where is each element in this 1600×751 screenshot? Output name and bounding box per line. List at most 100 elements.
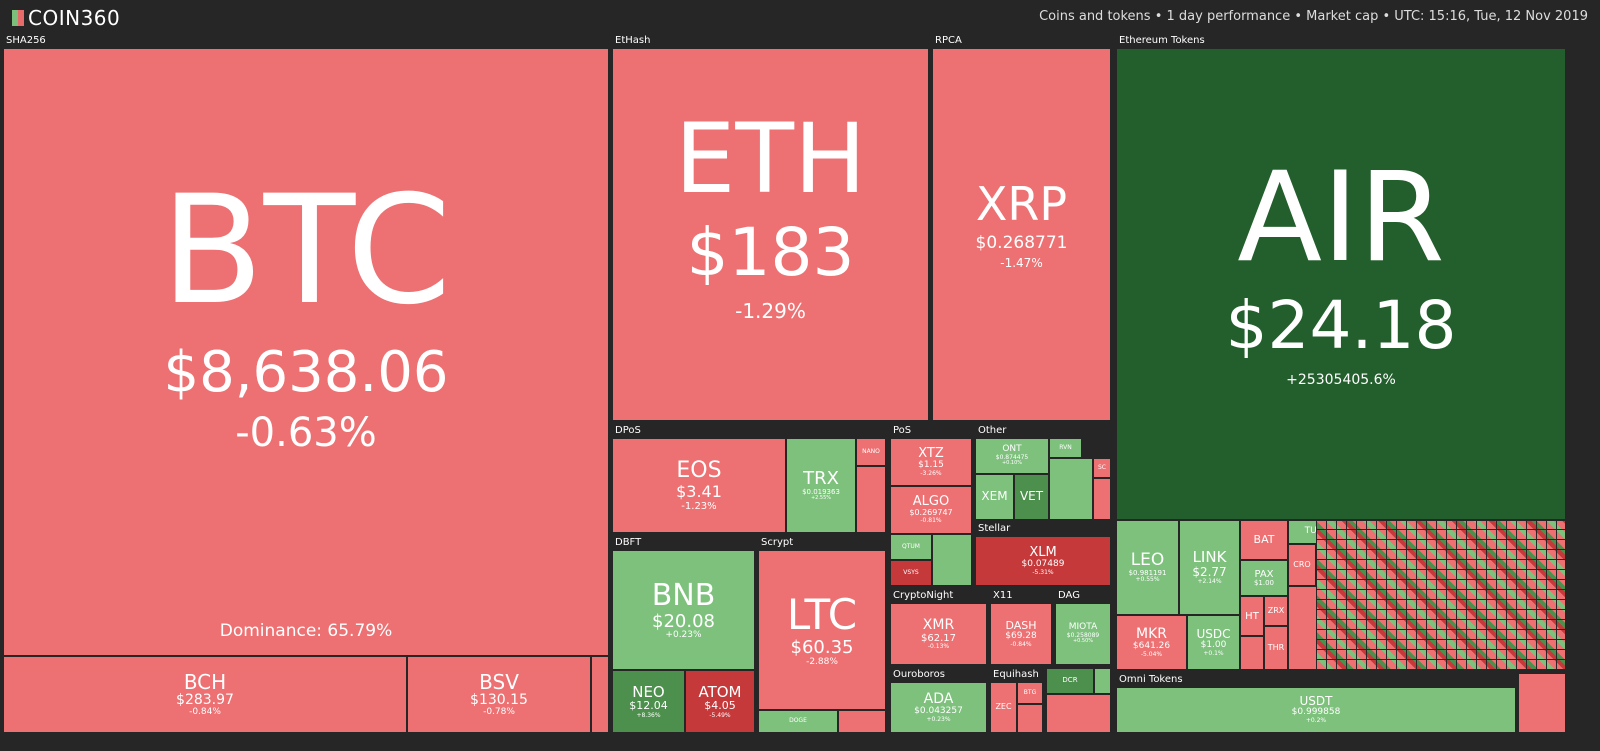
tile-change: +8.36% xyxy=(636,711,661,719)
tile-usdt[interactable]: USDT $0.999858 +0.2% xyxy=(1116,687,1516,733)
tile-xrp[interactable]: XRP $0.268771 -1.47% xyxy=(932,48,1111,421)
section-omni-tokens: Omni Tokens xyxy=(1119,674,1183,685)
tile-symbol: ATOM xyxy=(698,682,742,701)
tile-bch[interactable]: BCH $283.97 -0.84% xyxy=(3,656,407,733)
tile-symbol: XTZ xyxy=(918,445,944,461)
tile-thr[interactable]: THR xyxy=(1264,626,1288,670)
tile-price: $69.28 xyxy=(1005,630,1037,641)
tile-symbol: BTG xyxy=(1023,688,1037,696)
tile-bsv[interactable]: BSV $130.15 -0.78% xyxy=(407,656,591,733)
tile-eth-token-heatmap[interactable] xyxy=(1316,520,1566,670)
tile-price: $1.00 xyxy=(1253,578,1275,587)
tile-symbol: LTC xyxy=(786,590,858,640)
tile-small-platforms[interactable] xyxy=(1518,673,1566,733)
tile-equihash-mosaic[interactable] xyxy=(1017,704,1043,733)
tile-scrypt-mosaic[interactable] xyxy=(838,710,886,733)
coin360-logo[interactable]: COIN360 xyxy=(12,6,120,30)
tile-qtum[interactable]: QTUM xyxy=(890,534,932,560)
tile-dcr[interactable]: DCR xyxy=(1046,668,1094,694)
tile-btc[interactable]: BTC $8,638.06 -0.63% Dominance: 65.79% xyxy=(3,48,609,656)
tile-price: $1.15 xyxy=(918,459,944,470)
tile-change: -3.26% xyxy=(920,469,942,477)
tile-ont[interactable]: ONT $0.874475 +0.10% xyxy=(975,438,1049,474)
tile-symbol: AIR xyxy=(1237,145,1445,290)
tile-mkr[interactable]: MKR $641.26 -5.04% xyxy=(1116,615,1187,670)
tile-price: $183 xyxy=(686,214,855,291)
tile-symbol: XLM xyxy=(1029,544,1057,560)
tile-misc-algo-mosaic[interactable] xyxy=(1046,694,1111,733)
section-ouroboros: Ouroboros xyxy=(893,669,945,680)
tile-symbol: ALGO xyxy=(912,494,950,510)
tile-small-coins[interactable] xyxy=(591,656,609,733)
logo-text: COIN360 xyxy=(28,6,121,30)
section-ethash: EtHash xyxy=(615,35,651,46)
tile-eth-token-misc-1[interactable] xyxy=(1240,636,1264,670)
tile-symbol: BNB xyxy=(651,577,716,613)
tile-symbol: SC xyxy=(1098,463,1106,471)
tile-ht[interactable]: HT xyxy=(1240,596,1264,636)
tile-bat[interactable]: BAT xyxy=(1240,520,1288,560)
tile-other-mosaic[interactable] xyxy=(1049,458,1093,520)
tile-pos-mosaic[interactable] xyxy=(932,534,972,586)
tile-change: +2.14% xyxy=(1197,578,1222,586)
tile-symbol: RVN xyxy=(1059,443,1072,451)
tile-leo[interactable]: LEO $0.981191 +0.55% xyxy=(1116,520,1179,615)
tile-change: -0.84% xyxy=(1010,640,1032,648)
tile-symbol: NEO xyxy=(632,682,665,701)
tile-xtz[interactable]: XTZ $1.15 -3.26% xyxy=(890,438,972,486)
tile-nano[interactable]: NANO xyxy=(856,438,886,466)
tile-ltc[interactable]: LTC $60.35 -2.88% xyxy=(758,550,886,710)
tile-symbol: THR xyxy=(1267,642,1285,652)
tile-cro[interactable]: CRO xyxy=(1288,544,1316,586)
tile-xmr[interactable]: XMR $62.17 -0.13% xyxy=(890,603,987,665)
tile-dash[interactable]: DASH $69.28 -0.84% xyxy=(990,603,1052,665)
tile-dpos-mosaic[interactable] xyxy=(856,466,886,533)
tile-doge[interactable]: DOGE xyxy=(758,710,838,733)
tile-miota[interactable]: MIOTA $0.258089 +0.50% xyxy=(1055,603,1111,665)
tile-symbol: ZRX xyxy=(1267,605,1285,615)
tile-change: +0.2% xyxy=(1305,717,1327,725)
tile-pax[interactable]: PAX $1.00 xyxy=(1240,560,1288,596)
tile-vsys[interactable]: VSYS xyxy=(890,560,932,586)
section-equihash: Equihash xyxy=(993,669,1039,680)
tile-change: -0.81% xyxy=(920,517,942,525)
tile-zrx[interactable]: ZRX xyxy=(1264,596,1288,626)
tile-vet[interactable]: VET xyxy=(1014,474,1049,520)
tile-xem[interactable]: XEM xyxy=(975,474,1014,520)
tile-symbol: HT xyxy=(1245,610,1259,622)
tile-usdc[interactable]: USDC $1.00 +0.1% xyxy=(1187,615,1240,670)
tile-price: $20.08 xyxy=(652,610,715,632)
view-settings[interactable]: Coins and tokens • 1 day performance • M… xyxy=(1039,9,1588,24)
tile-symbol: BTC xyxy=(160,163,452,338)
tile-change: -0.63% xyxy=(235,410,377,457)
tile-algo[interactable]: ALGO $0.269747 -0.81% xyxy=(890,486,972,534)
tile-price: $0.268771 xyxy=(975,232,1068,253)
tile-misc-algo[interactable] xyxy=(1094,668,1111,694)
tile-change: -1.23% xyxy=(681,500,717,512)
tile-rvn[interactable]: RVN xyxy=(1049,438,1082,458)
tile-eos[interactable]: EOS $3.41 -1.23% xyxy=(612,438,786,533)
tile-ada[interactable]: ADA $0.043257 +0.23% xyxy=(890,682,987,733)
tile-eth[interactable]: ETH $183 -1.29% xyxy=(612,48,929,421)
tile-symbol: EOS xyxy=(676,458,722,484)
tile-change: +0.50% xyxy=(1072,638,1094,645)
tile-trx[interactable]: TRX $0.019363 +2.55% xyxy=(786,438,856,533)
tile-symbol: ETH xyxy=(674,103,867,216)
section-dbft: DBFT xyxy=(615,537,642,548)
tile-atom[interactable]: ATOM $4.05 -5.49% xyxy=(685,670,755,733)
tile-zec[interactable]: ZEC xyxy=(990,682,1017,733)
tile-bnb[interactable]: BNB $20.08 +0.23% xyxy=(612,550,755,670)
tile-neo[interactable]: NEO $12.04 +8.36% xyxy=(612,670,685,733)
tile-link[interactable]: LINK $2.77 +2.14% xyxy=(1179,520,1240,615)
tile-change: +0.23% xyxy=(926,715,951,723)
tile-symbol: USDC xyxy=(1196,626,1231,641)
tile-xlm[interactable]: XLM $0.07489 -5.31% xyxy=(975,536,1111,586)
tile-price: $4.05 xyxy=(704,699,736,713)
tile-price: $60.35 xyxy=(790,637,854,659)
tile-air[interactable]: AIR $24.18 +25305405.6% xyxy=(1116,48,1566,520)
tile-symbol: BAT xyxy=(1253,532,1275,546)
tile-sc[interactable]: SC xyxy=(1093,458,1111,478)
tile-other-small[interactable] xyxy=(1093,478,1111,520)
section-x11: X11 xyxy=(993,590,1013,601)
tile-btg[interactable]: BTG xyxy=(1017,682,1043,704)
